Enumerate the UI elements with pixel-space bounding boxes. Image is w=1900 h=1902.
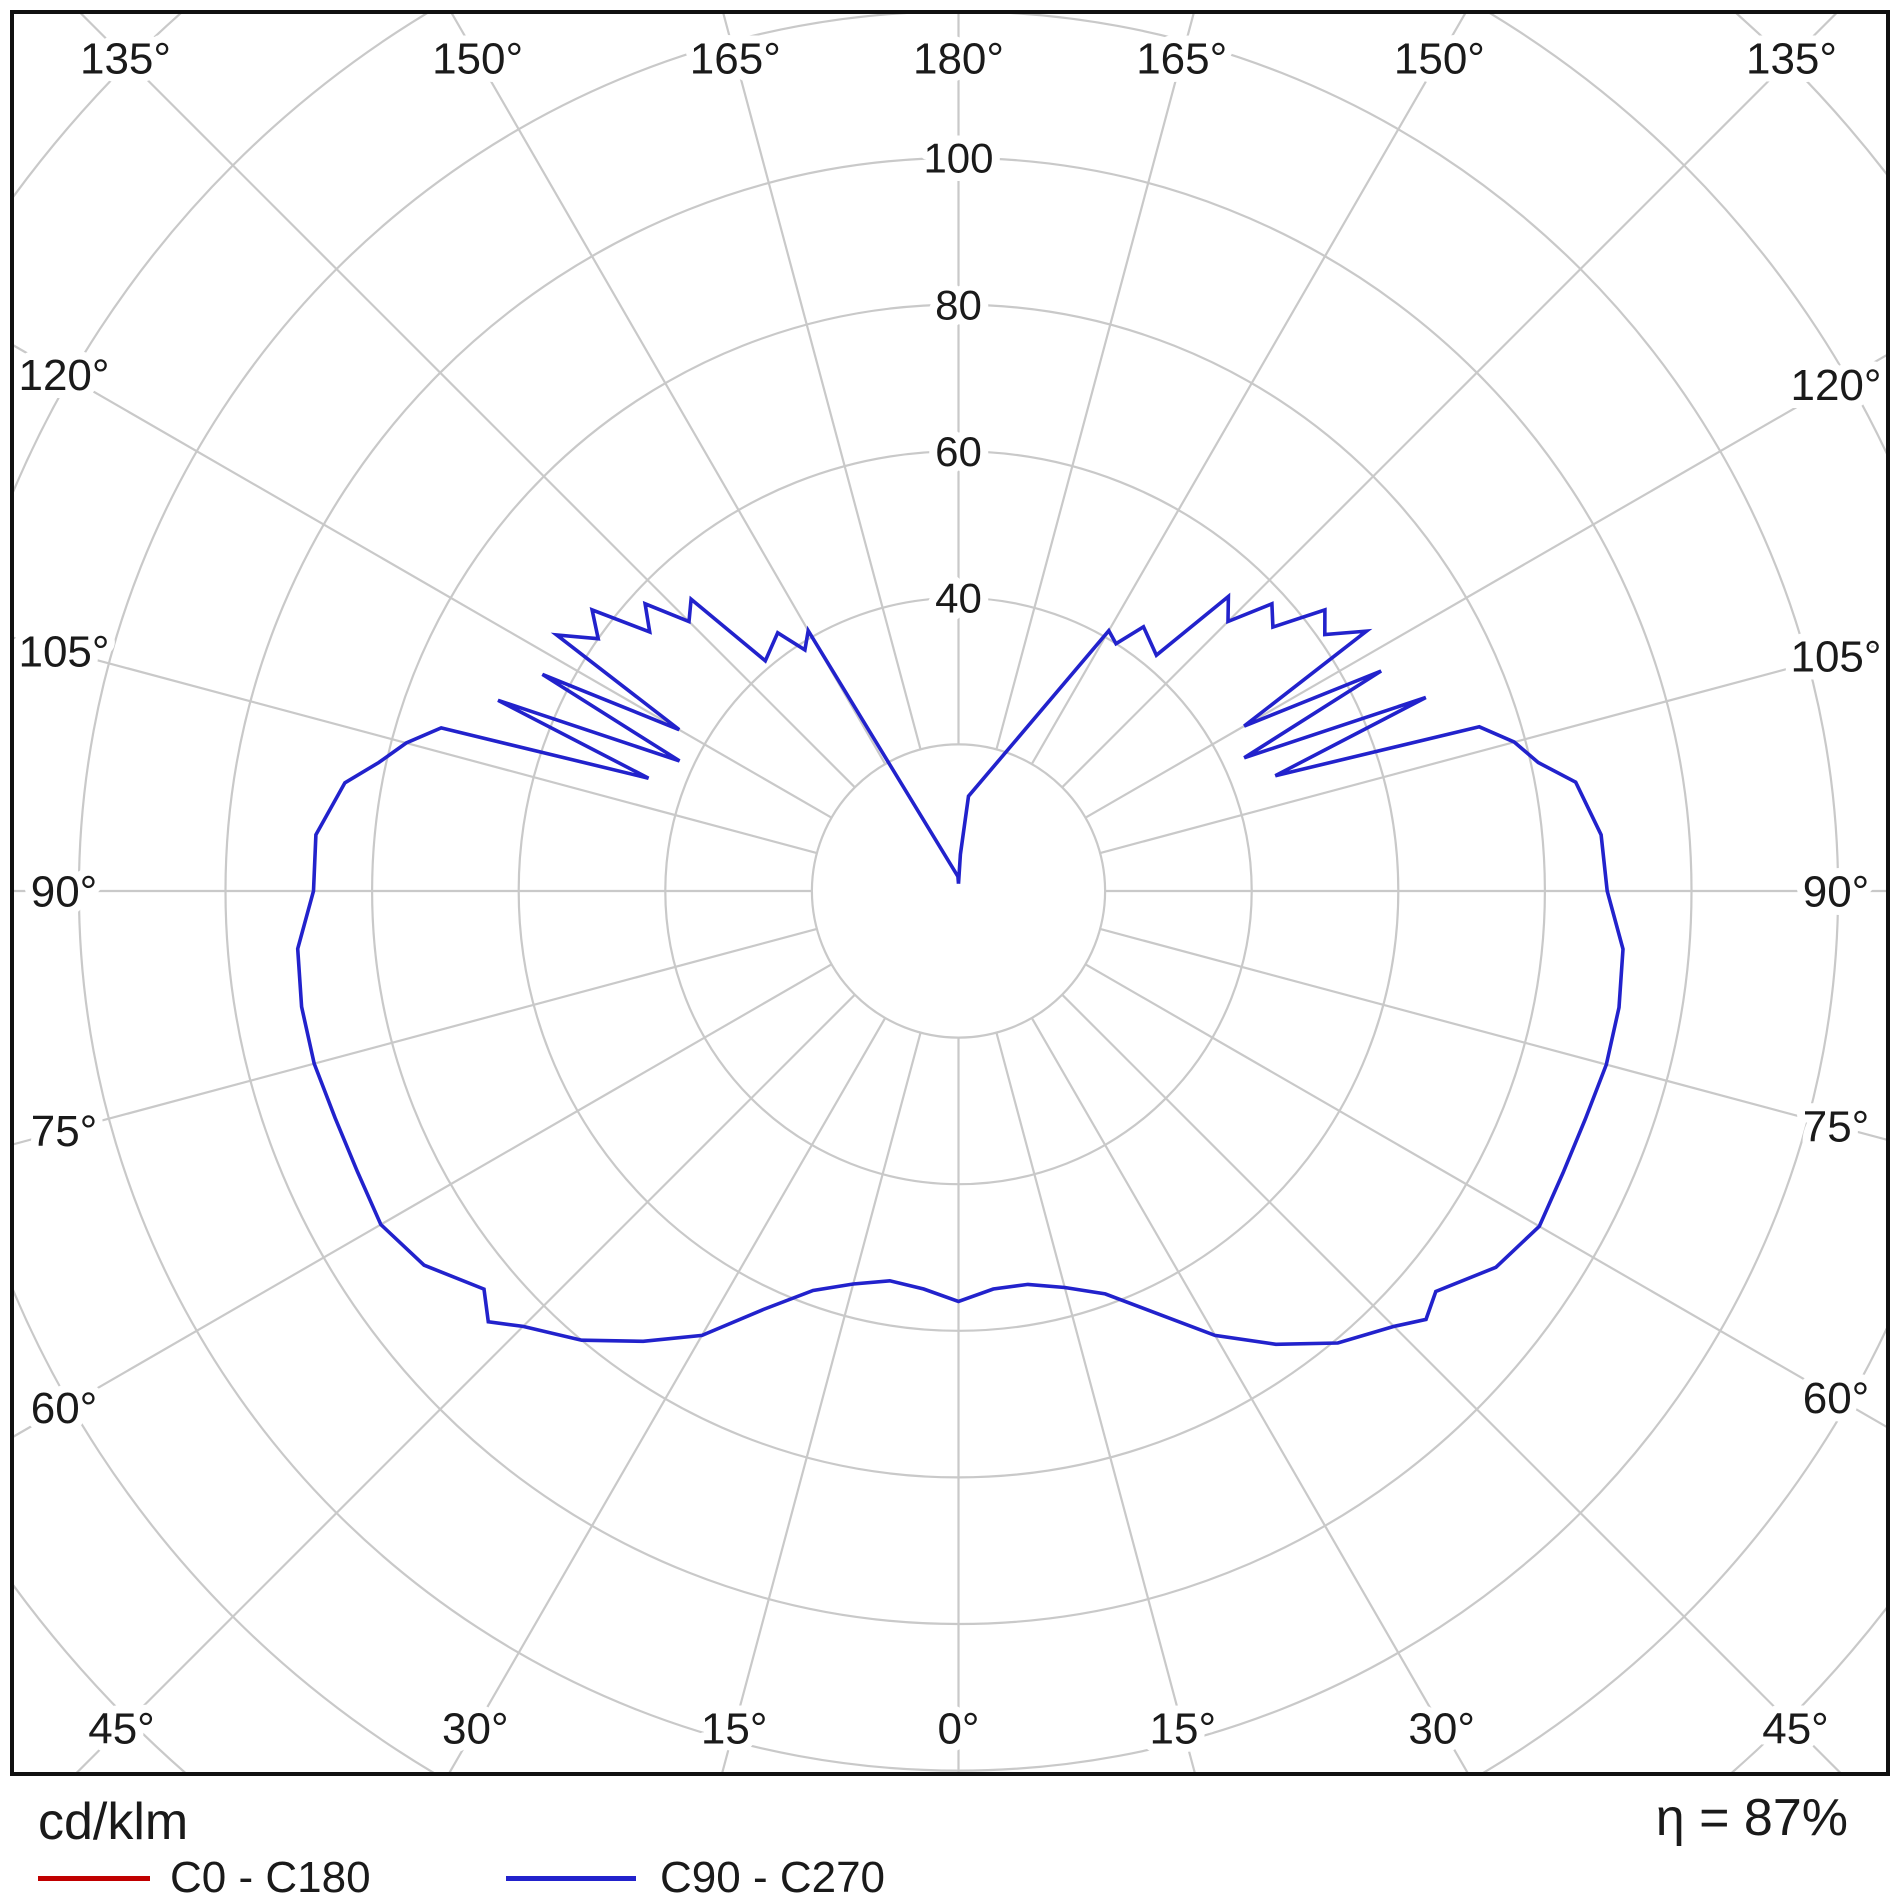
efficiency-label: η = 87% [1655, 1789, 1848, 1847]
radial-gridline [79, 14, 856, 789]
angle-tick-label: 60° [1803, 1374, 1870, 1423]
angle-tick-label: 75° [1803, 1103, 1870, 1152]
radial-gridline [995, 1032, 1196, 1772]
legend-label-c0-c180: C0 - C180 [170, 1853, 371, 1902]
radial-gridline [1099, 927, 1886, 1141]
radial-gridline [448, 1017, 887, 1772]
radius-tick-label: 80 [935, 281, 982, 328]
angle-tick-label: 120° [18, 351, 109, 400]
radial-gridline [1030, 1017, 1469, 1772]
angle-tick-label: 75° [31, 1107, 98, 1156]
legend-line-c90-c270 [506, 1876, 636, 1881]
angle-tick-label: 165° [690, 34, 781, 83]
angle-tick-label: 165° [1136, 34, 1227, 83]
angle-tick-label: 0° [937, 1704, 979, 1753]
radial-gridline [722, 14, 922, 750]
angle-tick-label: 150° [432, 34, 523, 83]
angle-tick-label: 105° [18, 628, 109, 677]
angle-tick-label: 90° [31, 867, 98, 916]
radial-gridline [1084, 963, 1886, 1428]
legend-label-c90-c270: C90 - C270 [660, 1853, 886, 1902]
grid-circle [14, 14, 1886, 1772]
angle-tick-label: 45° [88, 1704, 155, 1753]
angle-tick-label: 150° [1394, 34, 1485, 83]
angle-tick-label: 30° [442, 1704, 509, 1753]
angle-tick-label: 120° [1790, 361, 1881, 410]
radial-gridline [14, 927, 818, 1146]
grid-circle [14, 14, 1886, 1772]
grid-circle [810, 743, 1107, 1039]
radial-gridline [1099, 641, 1886, 855]
radial-gridline [1084, 354, 1886, 819]
angle-tick-label: 135° [80, 34, 171, 83]
unit-label: cd/klm [38, 1793, 189, 1851]
angle-tick-label: 15° [1150, 1704, 1217, 1753]
angle-tick-label: 105° [1790, 632, 1881, 681]
radial-gridline [1061, 993, 1842, 1772]
angle-tick-label: 30° [1408, 1704, 1475, 1753]
angle-tick-label: 15° [701, 1704, 768, 1753]
radial-gridline [75, 993, 856, 1772]
radius-tick-label: 100 [923, 135, 993, 182]
legend-line-c0-c180 [38, 1876, 150, 1881]
radial-gridline [14, 636, 818, 855]
radial-gridline [995, 14, 1195, 750]
polar-chart-frame: 0° 15° 15° 30° 30° 45° 45° 60° 60° 75° 75° 90° 90° 10… [10, 10, 1890, 1776]
angle-tick-label: 45° [1762, 1704, 1829, 1753]
radial-gridline [721, 1032, 922, 1772]
radial-gridline [14, 344, 833, 819]
angle-tick-label: 135° [1746, 34, 1837, 83]
radial-gridline [450, 14, 887, 765]
radial-gridline [1030, 14, 1467, 765]
angle-tick-label: 60° [31, 1384, 98, 1433]
radius-tick-label: 60 [935, 428, 982, 475]
radial-gridline [14, 963, 833, 1438]
polar-chart: 0° 15° 15° 30° 30° 45° 45° 60° 60° 75° 75° 90° 90° 10… [14, 14, 1886, 1772]
radial-gridline [1061, 14, 1838, 789]
angle-tick-label: 180° [913, 34, 1004, 83]
angle-tick-label: 90° [1803, 867, 1870, 916]
radius-tick-label: 40 [935, 575, 982, 622]
curve-c90-c270 [295, 592, 1625, 1347]
